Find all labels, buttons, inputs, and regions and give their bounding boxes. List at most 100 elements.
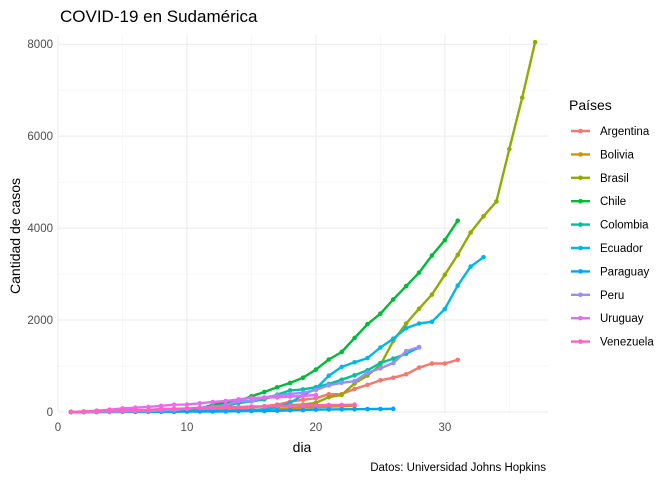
legend-label: Peru xyxy=(600,290,624,302)
data-point xyxy=(326,357,332,362)
data-point xyxy=(94,408,99,414)
legend-key-point xyxy=(578,292,583,298)
data-point xyxy=(236,397,241,402)
data-point xyxy=(145,407,151,413)
data-point xyxy=(300,407,306,413)
legend-label: Paraguay xyxy=(600,266,649,278)
data-point xyxy=(352,378,357,384)
data-point xyxy=(300,397,306,403)
data-point xyxy=(300,387,306,392)
data-point xyxy=(378,406,383,412)
data-point xyxy=(300,375,306,381)
data-point xyxy=(455,252,461,258)
legend-item-brasil: Brasil xyxy=(571,173,629,185)
data-point xyxy=(68,409,74,415)
data-point xyxy=(390,356,396,361)
data-point xyxy=(249,408,254,414)
data-point xyxy=(365,382,370,388)
data-point xyxy=(416,344,422,350)
series-ecuador xyxy=(68,254,486,415)
data-point xyxy=(532,39,538,45)
series-colombia xyxy=(68,345,422,415)
data-point xyxy=(442,361,448,366)
legend-key-point xyxy=(578,269,583,274)
data-point xyxy=(416,321,422,326)
data-point xyxy=(287,394,293,399)
series-line xyxy=(70,41,537,414)
data-point xyxy=(81,409,87,414)
data-point xyxy=(429,319,435,325)
series-brasil xyxy=(68,39,538,415)
grid xyxy=(57,35,548,413)
legend-key-point xyxy=(578,245,583,251)
data-point xyxy=(403,372,409,377)
data-point xyxy=(403,283,409,289)
data-point xyxy=(352,359,357,365)
data-point xyxy=(236,404,241,410)
data-point xyxy=(378,345,383,350)
data-point xyxy=(429,253,435,258)
data-point xyxy=(455,357,461,363)
y-tick-label: 4000 xyxy=(27,223,53,235)
x-tick-label: 30 xyxy=(438,422,451,434)
data-point xyxy=(339,402,344,408)
legend-key-point xyxy=(578,128,583,134)
data-point xyxy=(352,386,357,392)
data-point xyxy=(274,403,280,409)
legend-item-colombia: Colombia xyxy=(571,220,649,232)
data-point xyxy=(390,336,396,341)
caption: Datos: Universidad Johns Hopkins xyxy=(370,462,546,474)
data-point xyxy=(223,404,228,410)
legend-item-argentina: Argentina xyxy=(571,126,650,138)
series-line xyxy=(70,220,459,414)
data-point xyxy=(352,402,357,407)
data-point xyxy=(313,402,319,408)
data-point xyxy=(339,380,344,386)
data-point xyxy=(442,272,448,278)
data-point xyxy=(197,401,203,406)
data-point xyxy=(378,377,383,383)
data-point xyxy=(249,404,254,409)
data-point xyxy=(262,404,267,409)
legend-item-venezuela: Venezuela xyxy=(571,337,654,349)
data-point xyxy=(339,392,344,398)
data-point xyxy=(352,406,357,412)
data-point xyxy=(403,321,409,326)
data-point xyxy=(494,199,499,204)
legend-label: Ecuador xyxy=(600,243,643,255)
y-tick-label: 8000 xyxy=(27,39,53,51)
data-point xyxy=(378,360,383,366)
data-point xyxy=(236,408,241,414)
data-point xyxy=(184,402,190,407)
data-point xyxy=(287,403,293,409)
data-point xyxy=(481,214,486,219)
data-point xyxy=(365,355,370,361)
data-point xyxy=(184,406,190,411)
series-venezuela xyxy=(68,402,357,415)
data-point xyxy=(313,392,319,398)
data-point xyxy=(378,366,383,371)
legend-item-chile: Chile xyxy=(571,196,626,208)
legend-label: Chile xyxy=(600,196,626,208)
data-point xyxy=(313,367,319,372)
y-axis-label: Cantidad de casos xyxy=(7,178,23,294)
data-point xyxy=(403,325,409,331)
data-point xyxy=(326,407,332,412)
data-point xyxy=(378,311,383,316)
data-point xyxy=(197,409,203,414)
legend-key-point xyxy=(578,175,583,181)
data-point xyxy=(287,388,293,393)
legend-label: Venezuela xyxy=(600,337,654,349)
data-point xyxy=(455,283,461,288)
data-point xyxy=(339,406,344,412)
data-point xyxy=(262,395,267,401)
data-point xyxy=(210,405,216,411)
data-point xyxy=(313,407,319,412)
data-point xyxy=(326,394,332,400)
data-point xyxy=(390,406,396,412)
data-point xyxy=(326,373,332,379)
data-point xyxy=(158,406,164,412)
data-point xyxy=(339,364,344,370)
data-point xyxy=(442,306,448,312)
